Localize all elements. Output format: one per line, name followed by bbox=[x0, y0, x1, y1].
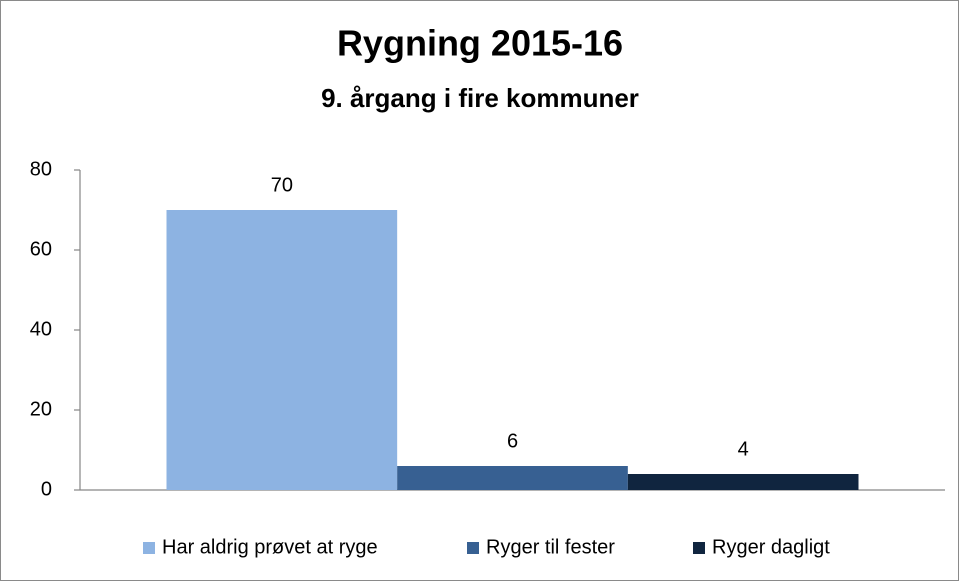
y-tick-label: 40 bbox=[30, 318, 52, 340]
chart-title: Rygning 2015-16 bbox=[337, 23, 623, 64]
data-label: 4 bbox=[738, 438, 749, 460]
legend-label: Ryger til fester bbox=[486, 536, 615, 558]
data-label: 6 bbox=[507, 430, 518, 452]
bar bbox=[627, 474, 859, 490]
legend-label: Ryger dagligt bbox=[712, 536, 830, 558]
data-label: 70 bbox=[271, 174, 293, 196]
bar bbox=[397, 466, 628, 490]
legend-swatch bbox=[467, 542, 479, 554]
y-tick-label: 20 bbox=[30, 398, 52, 420]
y-tick-label: 60 bbox=[30, 238, 52, 260]
chart-subtitle: 9. årgang i fire kommuner bbox=[321, 83, 639, 113]
legend-label: Har aldrig prøvet at ryge bbox=[162, 536, 378, 558]
legend-swatch bbox=[143, 542, 155, 554]
bar bbox=[166, 210, 398, 490]
y-tick-label: 80 bbox=[30, 158, 52, 180]
legend-swatch bbox=[693, 542, 705, 554]
y-tick-label: 0 bbox=[41, 478, 52, 500]
